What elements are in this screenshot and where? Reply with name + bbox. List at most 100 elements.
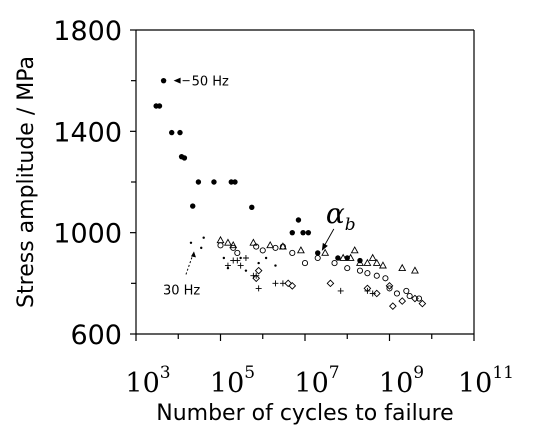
small-dot-point (200, 246, 203, 250)
filled-circle-point (315, 250, 321, 256)
annotation-30hz-leader (185, 254, 194, 275)
filled-circle-point (156, 103, 163, 109)
filled-circle-point (335, 255, 341, 261)
plus-point (369, 290, 376, 297)
open-circle-point (230, 244, 237, 251)
plus-point (242, 255, 249, 261)
open-triangle-point (266, 241, 275, 249)
open-circle-point (373, 272, 380, 279)
small-dot-point (239, 256, 242, 260)
open-circle-point (253, 243, 260, 250)
open-circle-point (331, 260, 338, 267)
open-diamond-point (372, 289, 381, 298)
y-tick-label: 1400 (53, 117, 122, 148)
x-tick-exponent: 7 (329, 363, 340, 383)
open-diamond-point (389, 302, 397, 310)
open-triangle-point (368, 253, 377, 261)
x-tick-base: 10 (125, 368, 159, 399)
open-triangle-point (296, 246, 305, 254)
x-tick-base: 10 (210, 368, 244, 399)
annotation-50hz-label: 50 Hz (192, 75, 229, 90)
x-tick-label: 103 (125, 363, 170, 399)
x-tick-exponent: 5 (244, 363, 255, 383)
filled-circle-point (289, 229, 295, 236)
y-axis-ticks: 600 1000 1400 1800 (53, 16, 136, 351)
x-tick-label: 107 (294, 363, 339, 399)
plus-point (364, 287, 371, 294)
open-diamond-point (288, 282, 297, 290)
open-circle-point (279, 243, 286, 250)
open-diamond-point (254, 266, 263, 275)
open-triangle-point (321, 248, 330, 256)
annotation-50hz-arrowhead (173, 77, 181, 84)
small-dot-point (274, 264, 277, 267)
open-triangle-point (398, 263, 407, 271)
plus-point (237, 262, 244, 269)
open-diamond-point (418, 299, 427, 308)
open-diamond-point (326, 279, 335, 288)
plus-point (234, 257, 241, 264)
filled-circle-point (190, 203, 196, 209)
annotation-alpha-label: αb (326, 197, 356, 235)
plus-point (253, 272, 260, 279)
open-circle-point (234, 249, 241, 256)
y-tick-label: 600 (70, 320, 122, 351)
plus-point (272, 280, 279, 287)
open-circle-point (314, 254, 321, 262)
open-circle-point (406, 292, 413, 300)
filled-circle-point (300, 229, 306, 236)
plus-point (224, 262, 231, 269)
open-triangle-point (339, 253, 348, 261)
small-dot-point (222, 256, 226, 260)
filled-circle-point (160, 77, 167, 84)
open-circle-point (344, 265, 351, 272)
filled-circle-point (232, 179, 238, 185)
open-triangle-point (378, 261, 387, 269)
x-tick-base: 10 (458, 368, 492, 399)
plus-point (279, 280, 286, 287)
open-triangle-point (249, 238, 258, 246)
open-circle-point (403, 287, 410, 294)
small-dot-point (264, 256, 268, 260)
x-tick-label: 105 (210, 363, 255, 399)
alpha-subscript: b (345, 215, 356, 235)
open-triangle-point (363, 258, 372, 266)
filled-circle-point (195, 179, 202, 185)
x-axis-ticks: 103 105 107 109 1011 (125, 334, 514, 399)
open-triangle-point (356, 258, 364, 266)
annotation-30hz-label: 30 Hz (163, 283, 200, 298)
annotations: 50 Hz 30 Hz αb (163, 75, 356, 299)
x-tick-exponent: 9 (413, 363, 424, 383)
open-circle-point (217, 242, 224, 249)
open-diamond-point (411, 294, 419, 303)
y-tick-label: 1000 (53, 219, 122, 250)
open-triangle-point (346, 253, 355, 261)
small-dot-point (244, 269, 248, 272)
filled-circle-point (249, 204, 255, 211)
open-circle-point (364, 270, 371, 277)
open-circle-point (386, 285, 393, 292)
filled-circle-point (305, 229, 312, 236)
x-tick-base: 10 (294, 368, 328, 399)
open-circle-point (272, 244, 279, 251)
filled-circle-point (169, 129, 175, 136)
data-points (153, 77, 427, 310)
open-diamond-point (252, 274, 261, 283)
x-tick-label: 109 (379, 363, 424, 399)
open-diamond-point (284, 279, 293, 288)
open-circle-point (356, 267, 364, 274)
x-axis-title: Number of cycles to failure (156, 401, 453, 426)
annotation-alpha-leader (324, 228, 335, 246)
small-dot-point (257, 261, 260, 265)
open-triangle-point (410, 266, 419, 274)
open-circle-point (382, 275, 389, 282)
y-tick-label: 1800 (53, 16, 122, 47)
x-tick-exponent: 3 (160, 363, 171, 383)
x-tick-label: 1011 (458, 363, 514, 399)
filled-circle-point (295, 217, 302, 223)
open-circle-point (415, 295, 423, 302)
filled-circle-point (211, 179, 217, 185)
open-circle-point (393, 290, 400, 297)
filled-circle-point (177, 129, 183, 136)
